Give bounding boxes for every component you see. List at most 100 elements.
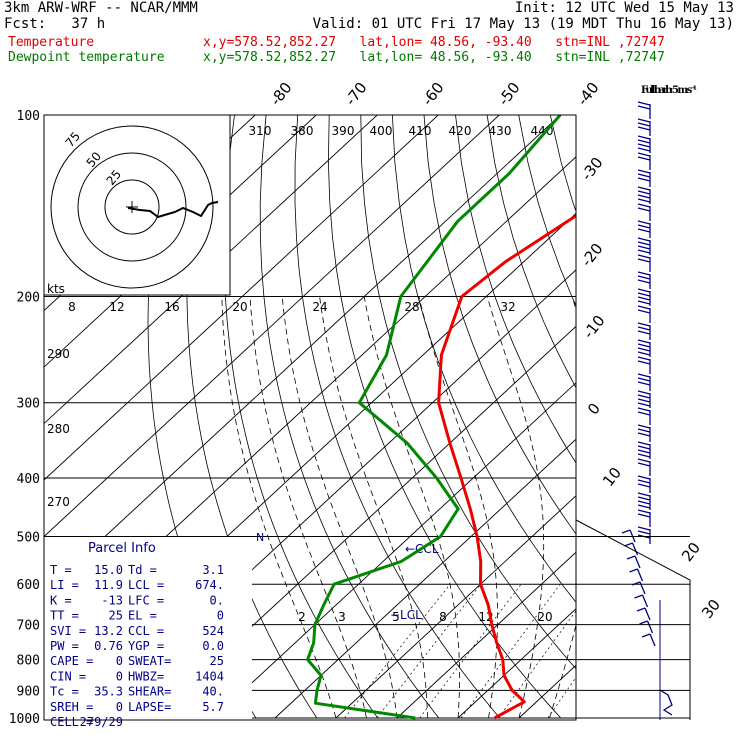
parcel-info-value: T = [50, 563, 72, 577]
wind-barb-flag [637, 245, 651, 250]
isotherm-line [44, 115, 378, 425]
wind-barb-flag [637, 483, 651, 488]
wind-barb-flag [637, 390, 651, 395]
lcl-marker: −LCL [390, 608, 422, 622]
wind-barb-flag [637, 194, 651, 199]
parcel-info-value: Td = [128, 563, 157, 577]
wind-barb-flag [637, 343, 651, 348]
wind-barb-flag [637, 445, 651, 450]
wind-barb-flag [629, 568, 638, 573]
wind-barb-flag [637, 309, 651, 314]
moist-adiabat-line [486, 296, 545, 719]
wind-barb-flag [637, 271, 651, 276]
theta-tick-label: 400 [370, 124, 393, 138]
dry-adiabat-line [223, 115, 379, 719]
wind-barb-flag [639, 620, 648, 625]
wind-barb [634, 555, 641, 569]
parcel-info-value: 25 [210, 654, 224, 668]
dry-adiabat-line [677, 115, 740, 718]
dry-adiabat-line [360, 115, 576, 670]
dry-adiabat-line [392, 115, 576, 603]
isotherm-line [44, 115, 500, 538]
parcel-info-value: Tc = [50, 685, 79, 699]
isotherm-line [702, 115, 740, 718]
wind-barb-flag [637, 249, 651, 254]
wind-barb-flag [637, 156, 651, 161]
mixing-ratio-label: 24 [312, 300, 327, 314]
wind-barb-flag [637, 453, 651, 458]
wind-barb-flag [637, 203, 651, 208]
wind-barb-flag [637, 118, 651, 123]
plot-frame [43, 114, 577, 721]
dry-adiabat-line [294, 115, 501, 719]
isotherm-line [274, 438, 576, 719]
hodograph-units-label: kts [47, 282, 65, 296]
wind-barb-flag [637, 424, 651, 429]
isotherm-tick-label: 0 [584, 400, 604, 419]
isotherm-line [335, 495, 576, 719]
wind-barb-flag [637, 288, 651, 293]
parcel-info-value: LCL = [128, 578, 164, 592]
wind-barb-flag [636, 607, 646, 612]
pressure-tick-label: 500 [17, 530, 40, 545]
wind-barb-flag [624, 542, 633, 547]
parcel-info-value: CAPE = [50, 654, 93, 668]
mixing-ratio-line [547, 676, 576, 719]
mixing-ratio-label: 8 [439, 610, 447, 624]
parcel-info-value: 0 [217, 609, 224, 623]
mixing-ratio-label: 2 [298, 610, 306, 624]
wind-barb-flag [637, 292, 651, 297]
wind-barb-flag [637, 139, 651, 144]
dry-adiabat-line [259, 115, 440, 719]
isotherm-tick-label: -40 [573, 79, 602, 109]
parcel-info-value: 279/29 [80, 715, 123, 729]
wind-barb [636, 568, 644, 582]
el-marker: N [256, 531, 264, 544]
parcel-info-value: 5.7 [202, 700, 224, 714]
theta-tick-label: 310 [249, 124, 272, 138]
parcel-info-value: YGP = [128, 639, 164, 653]
wind-barb-flag [637, 126, 651, 131]
wind-barb-flag [637, 305, 651, 310]
wind-barb-flag [637, 462, 651, 467]
parcel-info-value: 1404 [195, 669, 224, 683]
theta-tick-label: 430 [489, 124, 512, 138]
pressure-tick-label: 200 [17, 291, 40, 306]
wind-barb-flag [637, 258, 651, 263]
dry-adiabat-line [582, 115, 740, 718]
parcel-info-value: 13.2 [94, 624, 123, 638]
parcel-info-value: SHEAR= [128, 685, 171, 699]
lower-frame-edge [575, 519, 691, 720]
wind-barb-flag [637, 513, 651, 518]
wind-barb-flag [637, 330, 651, 335]
temperature-location: x,y=578.52,852.27 lat,lon= 48.56, -93.40… [203, 35, 665, 50]
wind-barb-flag [637, 449, 651, 454]
parcel-info-value: EL = [128, 609, 157, 623]
temperature-legend: Temperature [8, 35, 95, 50]
wind-barb-flag [637, 402, 651, 407]
parcel-info-value: CIN = [50, 669, 86, 683]
isotherm-tick-label: -50 [494, 79, 523, 109]
isotherm-line [518, 664, 576, 719]
parcel-info-value: 35.3 [94, 685, 123, 699]
parcel-info-value: 40. [202, 685, 224, 699]
wind-barb-flag [626, 555, 636, 560]
parcel-info-value: SWEAT= [128, 654, 171, 668]
wind-barb-flag [634, 594, 643, 599]
wind-barb-flag [637, 220, 651, 225]
wind-barbs: Full barb: 5 m s⁻¹ [621, 85, 697, 720]
parcel-info-box: Parcel Info T = 15.0 Td = 3.1 LI = 11.9 LCL = 67… [44, 537, 252, 729]
isotherm-tick-label: -70 [341, 79, 370, 109]
wind-barb [644, 607, 651, 621]
wind-barb-flag [637, 373, 651, 378]
pressure-tick-label: 1000 [9, 712, 40, 727]
wind-barb-flag [637, 504, 651, 509]
dewpoint-legend: Dewpoint temperature [8, 50, 165, 65]
mixing-ratio-line [460, 583, 561, 719]
moist-adiabat-line [281, 296, 398, 719]
wind-barb-flag [637, 177, 651, 182]
wind-barb-flag [641, 633, 651, 638]
hodograph-ring [77, 152, 187, 262]
wind-barb-flag [637, 237, 651, 242]
